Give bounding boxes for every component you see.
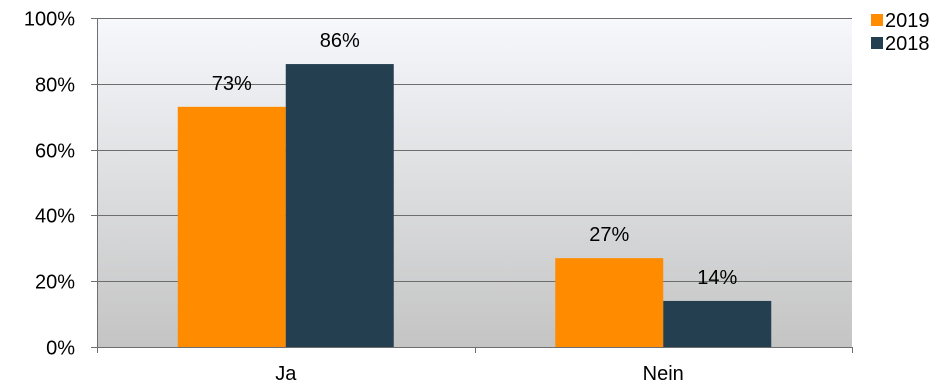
bar-2018-Nein: [663, 300, 772, 347]
data-labels: 73% 86% 27% 14%: [212, 30, 738, 289]
bars: [177, 64, 772, 347]
legend-label: 2019: [885, 10, 930, 32]
y-tick-label: 20%: [35, 272, 75, 294]
data-label: 14%: [697, 267, 737, 289]
legend-label: 2018: [885, 33, 930, 55]
bar-2019-Nein: [555, 258, 664, 347]
y-tick-label: 60%: [35, 141, 75, 163]
y-tick-label: 100%: [24, 9, 75, 31]
bar-2019-Ja: [177, 106, 286, 347]
legend-swatch-2019: [871, 14, 883, 26]
y-tick-label: 80%: [35, 75, 75, 97]
legend-swatch-2018: [871, 37, 883, 49]
y-tick-label: 0%: [46, 338, 75, 360]
data-label: 86%: [320, 30, 360, 52]
y-tick-label: 40%: [35, 206, 75, 228]
bar-2018-Ja: [285, 64, 394, 347]
data-label: 27%: [589, 224, 629, 246]
data-label: 73%: [212, 73, 252, 95]
axes: 0% 20% 40% 60% 80% 100% Ja Nein: [24, 9, 853, 385]
x-tick-label: Nein: [643, 363, 684, 385]
x-tick-label: Ja: [275, 363, 297, 385]
